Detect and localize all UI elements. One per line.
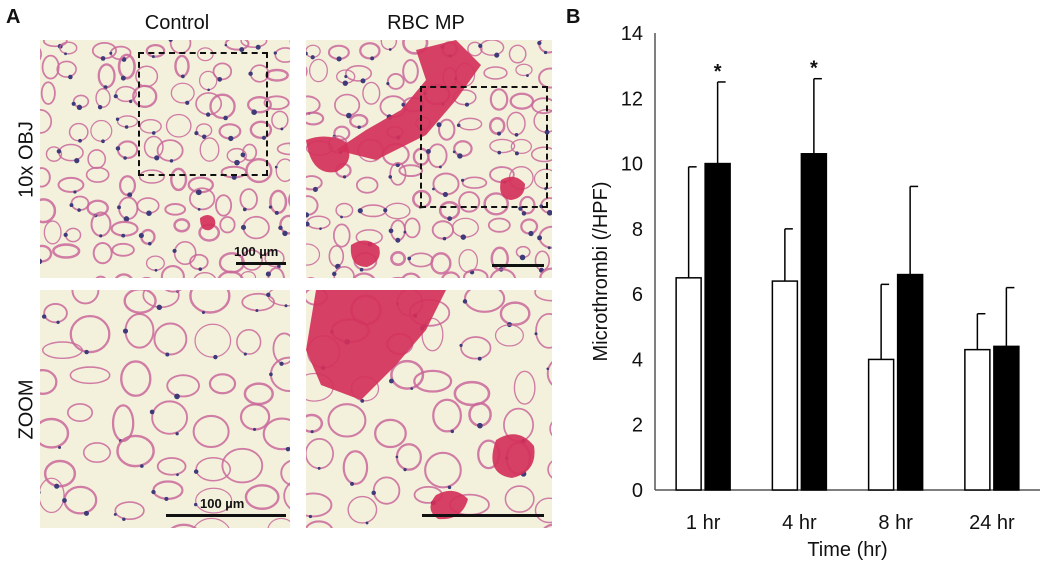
micrograph-rbc-mp-zoom-image xyxy=(306,290,552,528)
y-tick-label: 4 xyxy=(632,349,643,371)
scale-bar xyxy=(236,262,286,265)
significance-marker: * xyxy=(714,61,722,83)
micrograph-control-zoom-image xyxy=(40,290,290,528)
bar-chart: 0 2 4 6 8 10 12 14 1 hr 4 hr 8 hr 24 hr * * Time (hr) M… xyxy=(590,23,1040,561)
micrograph-rbc-mp-zoom xyxy=(306,290,552,528)
y-tick-label: 2 xyxy=(632,415,643,437)
x-tick-label: 24 hr xyxy=(969,512,1015,534)
y-tick-label: 6 xyxy=(632,284,643,306)
scale-bar xyxy=(492,264,544,267)
bar-open xyxy=(675,277,702,491)
zoom-region-box xyxy=(138,52,268,176)
y-tick-label: 8 xyxy=(632,219,643,241)
significance-marker: * xyxy=(810,58,818,80)
micrograph-control-10x-image xyxy=(40,40,290,278)
micrograph-control-zoom: 100 µm xyxy=(40,290,290,528)
y-tick-label: 0 xyxy=(632,480,643,502)
bar-open xyxy=(964,348,991,491)
x-tick-label: 4 hr xyxy=(782,512,817,534)
bar-filled xyxy=(896,273,924,491)
scale-bar xyxy=(166,514,286,517)
scale-bar-label: 100 µm xyxy=(234,244,279,259)
micrograph-rbc-mp-10x-image xyxy=(306,40,552,278)
scale-bar-label: 100 µm xyxy=(200,496,245,511)
column-label-control: Control xyxy=(144,12,210,34)
bar-filled xyxy=(704,162,731,491)
y-tick-label: 12 xyxy=(621,88,643,110)
y-tick-label: 10 xyxy=(621,154,643,176)
micrograph-control-10x: 100 µm xyxy=(40,40,290,278)
scale-bar xyxy=(422,514,544,517)
x-tick-label: 1 hr xyxy=(686,512,721,534)
row-label-zoom: ZOOM xyxy=(15,379,38,440)
bar-filled xyxy=(800,153,828,491)
bar-filled xyxy=(993,345,1020,491)
panel-a-letter: A xyxy=(6,6,21,28)
x-tick-label: 8 hr xyxy=(878,512,913,534)
x-axis-title: Time (hr) xyxy=(807,539,887,561)
row-label-10x-obj: 10x OBJ xyxy=(15,121,38,198)
zoom-region-box xyxy=(420,86,548,208)
micrograph-rbc-mp-10x xyxy=(306,40,552,278)
bar-open xyxy=(867,358,895,491)
panel-b-letter: B xyxy=(566,6,581,28)
y-tick-label: 14 xyxy=(621,23,643,45)
y-axis-title: Microthrombi (/HPF) xyxy=(590,181,612,361)
bar-open xyxy=(771,280,799,491)
column-label-rbc-mp: RBC MP xyxy=(387,12,465,34)
